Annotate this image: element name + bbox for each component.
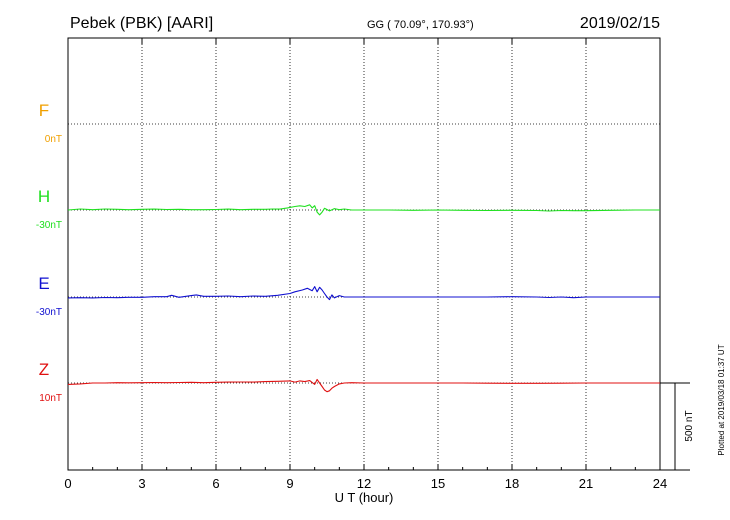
x-tick-labels: 0 3 6 9 12 15 18 21 24 (64, 38, 667, 491)
coords-label: GG ( 70.09°, 170.93°) (367, 19, 474, 31)
station-title: Pebek (PBK) [AARI] (70, 15, 213, 32)
grid-lines (141, 38, 587, 470)
scale-bar: 500 nT (660, 382, 695, 471)
series-H-line (67, 204, 660, 216)
x-tick-label-21: 21 (579, 476, 593, 491)
x-axis-label: U T (hour) (335, 490, 394, 505)
channel-E-label: E (38, 274, 49, 293)
series-Z-line (67, 378, 660, 393)
scale-bar-label: 500 nT (684, 410, 695, 441)
x-tick-label-24: 24 (653, 476, 667, 491)
x-tick-label-9: 9 (286, 476, 293, 491)
x-tick-label-12: 12 (357, 476, 371, 491)
x-tick-label-18: 18 (505, 476, 519, 491)
x-tick-label-6: 6 (212, 476, 219, 491)
channel-Z-label: Z (39, 360, 49, 379)
x-tick-label-15: 15 (431, 476, 445, 491)
channel-labels: F 0nT H -30nT E -30nT Z 10nT (36, 101, 62, 404)
x-tick-label-3: 3 (138, 476, 145, 491)
channel-F-label: F (39, 101, 49, 120)
plotted-timestamp: Plotted at 2019/03/18 01:37 UT (717, 344, 726, 455)
x-tick-label-0: 0 (64, 476, 71, 491)
series-E-line (67, 286, 660, 301)
channel-H-label: H (38, 187, 50, 206)
date-label: 2019/02/15 (580, 15, 660, 32)
channel-H-offset: -30nT (36, 220, 62, 231)
channel-E-offset: -30nT (36, 307, 62, 318)
channel-F-offset: 0nT (45, 134, 62, 145)
series-lines (67, 204, 660, 393)
channel-Z-offset: 10nT (39, 393, 62, 404)
